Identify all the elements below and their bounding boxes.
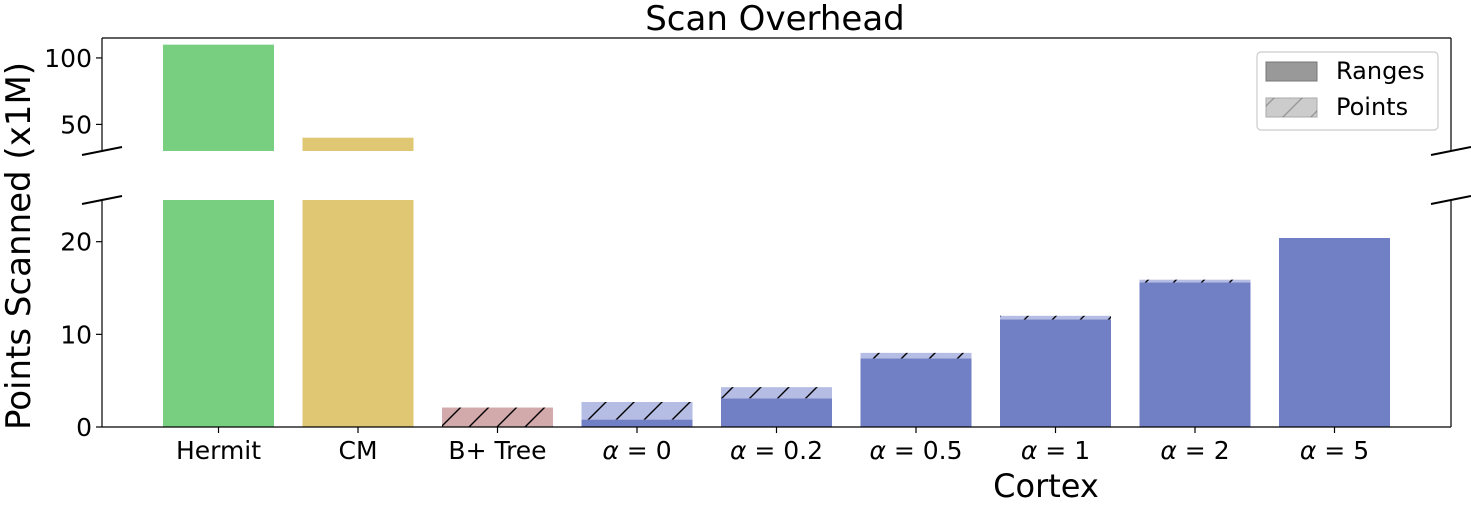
bar-ranges: [1279, 237, 1390, 427]
legend-swatch-points-hatch: [1266, 98, 1317, 117]
bar-points-hatch: [581, 401, 693, 420]
axis-break-mark: [81, 146, 123, 156]
bar-ranges: [860, 358, 972, 427]
y-tick-label-lower: 10: [60, 320, 92, 349]
axis-break-mark: [81, 195, 123, 205]
y-tick-label-lower: 0: [76, 413, 92, 442]
bar-points-hatch: [860, 352, 972, 359]
y-tick-label-lower: 20: [60, 228, 92, 257]
x-tick-label: α = 1: [1021, 436, 1090, 465]
bar-ranges-upper: [302, 137, 414, 151]
y-tick-label-upper: 50: [60, 110, 92, 139]
ticks-group: Hermit CM B+ Tree α = 0 α = 0.2 α = 0.5 α = 1 α…: [44, 44, 1369, 465]
bar-points-hatch: [721, 387, 832, 399]
bar-ranges-lower: [302, 200, 414, 427]
legend-swatch-ranges: [1265, 61, 1318, 82]
x-tick-label: α = 5: [1300, 436, 1369, 465]
chart-title: Scan Overhead: [645, 0, 905, 39]
legend-label-points: Points: [1336, 93, 1408, 121]
axis-break-mark: [1430, 146, 1471, 156]
legend-label-ranges: Ranges: [1336, 57, 1425, 85]
y-tick-label-upper: 100: [44, 44, 92, 73]
bar-ranges-lower: [163, 200, 274, 427]
x-tick-label: α = 0: [602, 436, 671, 465]
x-tick-label: CM: [338, 436, 377, 465]
bar-points-hatch: [442, 407, 553, 427]
x-tick-label: α = 2: [1160, 436, 1229, 465]
x-axis-label: Cortex: [993, 467, 1099, 505]
bar-ranges: [721, 398, 832, 427]
bars-group: [163, 44, 1390, 427]
bar-ranges: [1139, 282, 1251, 427]
x-tick-label: α = 0.5: [869, 436, 962, 465]
x-tick-label: α = 0.2: [730, 436, 823, 465]
bar-points-hatch: [1000, 315, 1111, 320]
x-tick-label: B+ Tree: [448, 436, 546, 465]
y-axis-label: Points Scanned (x1M): [0, 62, 39, 430]
axes-group: [81, 37, 1471, 428]
bar-ranges: [1000, 319, 1111, 427]
bar-ranges-upper: [163, 44, 274, 151]
bar-ranges: [581, 419, 693, 427]
x-tick-label: Hermit: [176, 436, 261, 465]
legend: Ranges Points: [1256, 51, 1439, 131]
axis-break-mark: [1430, 195, 1471, 205]
bar-points-hatch: [1139, 279, 1251, 283]
